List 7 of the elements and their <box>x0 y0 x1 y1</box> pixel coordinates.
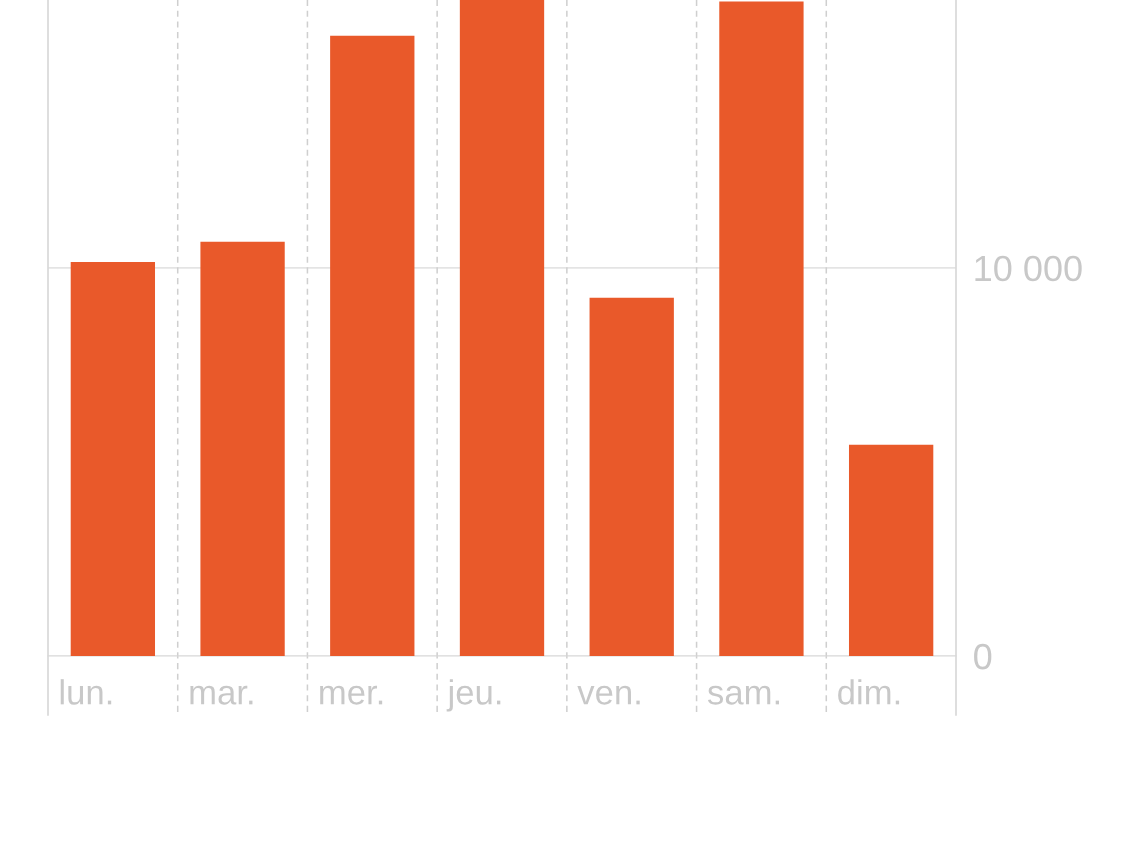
bar <box>589 297 674 656</box>
bar <box>330 35 415 656</box>
bar <box>200 241 285 656</box>
bar <box>459 0 545 656</box>
bar <box>848 444 934 656</box>
bar <box>70 262 156 656</box>
bar <box>719 1 804 656</box>
